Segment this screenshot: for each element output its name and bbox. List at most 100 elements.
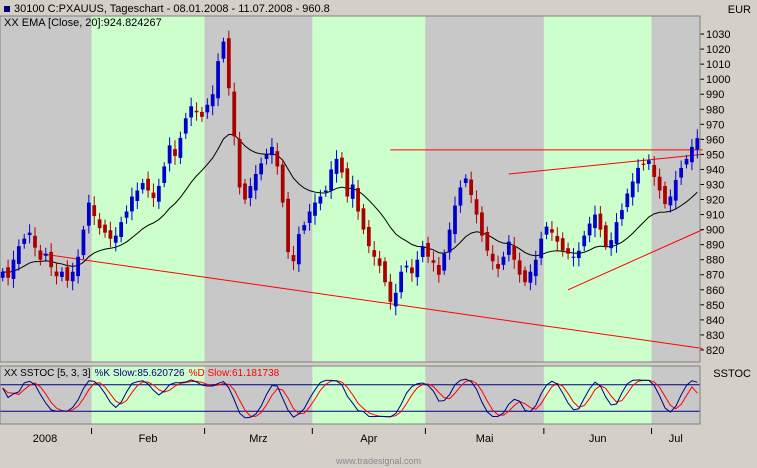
candle-body (550, 229, 554, 233)
candle-body (54, 271, 59, 277)
candle-body (92, 205, 97, 217)
candle-body (340, 157, 344, 173)
month-band (543, 16, 652, 362)
price-tick-label: 970 (706, 119, 724, 131)
stoch-month-band (91, 366, 205, 424)
candle (113, 227, 118, 252)
candle-body (6, 267, 10, 278)
candle-body (243, 183, 247, 200)
candle-body (113, 235, 118, 243)
stoch-month-band (312, 366, 426, 424)
candle-body (323, 190, 328, 193)
candle (544, 222, 549, 240)
candle-body (366, 226, 371, 247)
candle (399, 265, 404, 299)
candle (200, 106, 204, 122)
candle (356, 179, 360, 220)
candle-body (22, 238, 27, 244)
candle-body (404, 265, 409, 268)
candle-body (603, 225, 608, 247)
candle (237, 131, 242, 195)
price-tick-label: 860 (706, 285, 724, 297)
candle-body (512, 245, 517, 260)
candle-body (38, 250, 43, 260)
candle (587, 216, 592, 243)
candle-body (436, 264, 441, 275)
candle (194, 102, 199, 121)
candle-body (183, 118, 188, 134)
candle-body (539, 238, 544, 259)
candle (33, 227, 37, 257)
candle (388, 273, 393, 310)
candle (496, 255, 500, 278)
candle (302, 221, 307, 235)
candle-body (566, 248, 570, 254)
candle (286, 191, 290, 259)
candle (679, 160, 684, 185)
candle-body (0, 271, 5, 278)
candle-body (496, 264, 500, 269)
candle (86, 194, 91, 234)
candle-body (453, 205, 457, 235)
candle (404, 260, 409, 273)
candle-body (506, 241, 511, 255)
candle (377, 250, 382, 274)
candle (280, 159, 285, 208)
candle-body (598, 213, 603, 230)
candle (248, 177, 253, 207)
candle (614, 213, 619, 253)
candle (528, 264, 533, 291)
candle-body (33, 235, 37, 248)
candle-body (334, 158, 339, 174)
candle (410, 258, 414, 282)
candle-body (431, 260, 436, 263)
candle (140, 178, 145, 194)
candle (6, 259, 10, 286)
candle-body (620, 210, 624, 220)
candle-body (480, 212, 484, 236)
candle-body (517, 260, 522, 275)
candle (43, 247, 48, 262)
month-bands-stoch (0, 366, 700, 424)
candle-body (259, 163, 264, 175)
candle (533, 250, 538, 286)
stoch-k-text: %K Slow:85.620726 (94, 368, 185, 379)
candle-body (286, 198, 290, 253)
candle (501, 251, 506, 270)
candle-body (189, 106, 194, 118)
candle (97, 212, 102, 235)
candle-body (178, 137, 183, 158)
candle-body (668, 196, 673, 206)
candle (636, 159, 640, 193)
month-band (204, 16, 313, 362)
stoch-side-label: SSTOC (713, 368, 751, 380)
candle-body (485, 231, 490, 251)
candle (162, 162, 167, 188)
candle-body (523, 270, 527, 283)
candle (226, 30, 231, 96)
candle (383, 257, 387, 287)
candle-body (609, 240, 614, 249)
candle (323, 185, 328, 197)
candle-body (560, 238, 565, 251)
candle-body (426, 242, 430, 257)
candle (221, 37, 226, 63)
candle (27, 224, 32, 244)
trendlines (40, 149, 703, 349)
candle (463, 174, 468, 188)
candle-body (318, 196, 323, 204)
candle-body (350, 184, 355, 199)
candle (130, 187, 134, 221)
candle-body (210, 94, 215, 107)
candle (372, 241, 377, 266)
candle-body (399, 271, 404, 293)
candle-body (11, 259, 16, 279)
candle (474, 190, 479, 224)
candle (108, 221, 113, 248)
candle-body (458, 187, 463, 206)
candle (598, 206, 603, 238)
candle-body (167, 145, 172, 164)
candle (243, 178, 247, 205)
candle (555, 227, 560, 251)
